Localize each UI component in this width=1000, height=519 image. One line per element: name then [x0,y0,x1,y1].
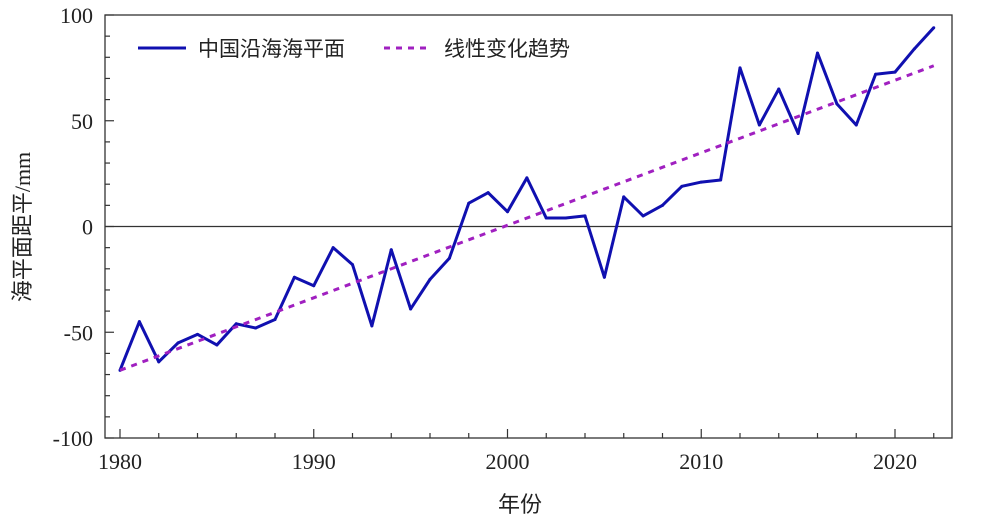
data-point [912,47,916,51]
y-tick-label: 100 [60,3,93,28]
data-point [176,341,180,345]
legend-label-sea-level: 中国沿海海平面 [198,37,345,61]
data-point [292,275,296,279]
data-point [661,203,664,207]
series-line-sea-level [118,26,935,371]
data-point [699,180,703,184]
x-tick-label: 1980 [98,449,142,474]
y-axis-label: 海平面距平/mm [10,152,35,302]
data-point [796,131,800,135]
y-tick-label: -100 [53,426,93,451]
data-point [602,275,606,279]
data-point [331,246,335,250]
data-point [777,87,781,91]
x-tick-label: 1990 [292,449,336,474]
series-line-trend [119,64,935,372]
data-point [622,195,626,199]
data-point [525,176,529,180]
y-tick-label: 0 [82,215,93,240]
x-tick-label: 2020 [873,449,917,474]
data-point [196,332,199,336]
x-tick-label: 2010 [679,449,723,474]
y-tick-label: -50 [64,320,93,345]
legend-label-trend: 线性变化趋势 [444,37,570,61]
data-point [234,322,238,326]
data-point [447,256,451,260]
data-point [816,51,819,55]
data-point [409,307,413,311]
x-axis-label: 年份 [498,492,542,517]
data-point [854,123,858,127]
data-point [680,184,684,188]
data-point [370,324,374,328]
data-point [738,66,742,70]
data-point [254,326,258,330]
data-point [835,102,839,106]
data-point [273,318,277,322]
data-point [137,320,141,324]
data-point [757,123,761,127]
data-point [544,216,548,220]
data-point [719,178,723,182]
data-point [351,263,354,267]
y-tick-label: 50 [71,109,93,134]
data-point [428,277,432,281]
data-point [893,70,897,74]
data-point [583,214,587,218]
data-point [932,26,936,30]
data-point [467,201,471,205]
data-point [389,248,393,252]
x-tick-label: 2000 [486,449,530,474]
data-point [215,343,219,347]
data-point [874,72,878,76]
data-point [641,214,645,218]
data-point [486,191,490,195]
data-point [157,360,161,364]
data-point [506,210,509,214]
data-point [564,216,568,220]
data-point [312,284,316,288]
legend: 中国沿海海平面 线性变化趋势 [138,37,570,61]
